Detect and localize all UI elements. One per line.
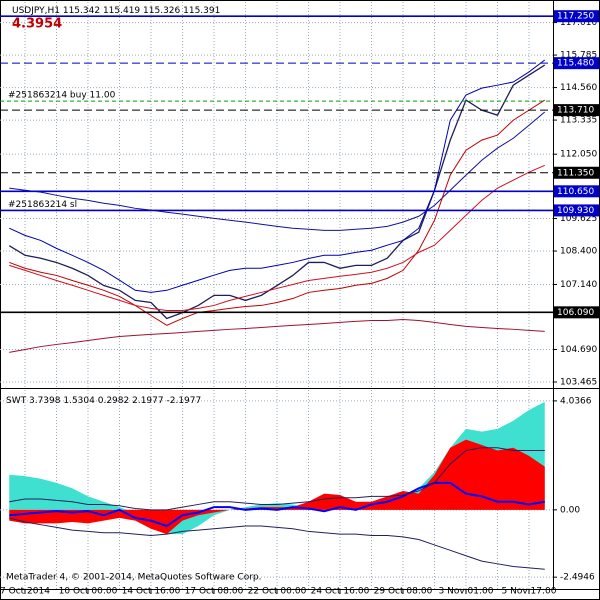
- y-tick-label: 107.140: [560, 280, 597, 290]
- level-label: 115.480: [557, 59, 594, 69]
- indicator-title: SWT 3.7398 1.5304 0.2982 2.1977 -2.1977: [6, 396, 201, 406]
- level-tag: [554, 57, 599, 70]
- x-tick-label: 10 Oct 00:00: [59, 587, 118, 597]
- level-label: 117.250: [557, 12, 594, 22]
- y-tick-label: 103.465: [560, 377, 597, 387]
- series-line: [9, 517, 545, 570]
- series-line: [9, 447, 545, 511]
- x-tick-label: 5 Nov 17:00: [502, 587, 557, 597]
- order-label: #251863214 buy 11.00: [8, 91, 116, 101]
- y-tick-label: 115.785: [560, 51, 597, 61]
- level-tag: [554, 204, 599, 217]
- series-line: [8, 64, 546, 320]
- series-line: [9, 481, 545, 528]
- header-value: 4.3954: [12, 17, 62, 32]
- y-tick-label: 109.625: [560, 214, 597, 224]
- indicator-text: SWT: [6, 396, 27, 406]
- header-text: 115.391: [183, 6, 220, 16]
- area: [9, 439, 545, 535]
- x-tick-label: 14 Oct 16:00: [122, 587, 181, 597]
- y-tick-label: 0.00: [560, 505, 580, 515]
- x-tick-label: 24 Oct 16:00: [311, 587, 370, 597]
- y-tick-label: 112.050: [560, 150, 597, 160]
- order-label: #251863214 sl: [8, 200, 77, 210]
- copyright: MetaTrader 4, © 2001-2014, MetaQuotes So…: [6, 573, 262, 583]
- header-text: 115.326: [143, 6, 180, 16]
- y-tick-label: 113.335: [560, 116, 597, 126]
- level-tag: [554, 10, 599, 23]
- header-text: 115.342: [63, 6, 100, 16]
- indicator-text: 2.1977: [132, 396, 164, 406]
- series-line: [9, 59, 546, 293]
- level-tag: [554, 166, 599, 179]
- level-tag: [554, 185, 599, 198]
- series-line: [9, 99, 546, 326]
- y-tick-label: -2.4946: [560, 573, 595, 583]
- x-tick-label: 17 Oct 08:00: [185, 587, 244, 597]
- y-tick-label: 108.400: [560, 247, 597, 257]
- level-tag: [554, 306, 599, 319]
- x-tick-label: 3 Nov 01:00: [439, 587, 494, 597]
- level-label: 109.930: [557, 206, 594, 216]
- x-tick-label: 7 Oct 2014: [0, 587, 50, 597]
- series-line: [9, 111, 546, 231]
- y-tick-label: 114.560: [560, 83, 597, 93]
- series-line: [9, 164, 545, 311]
- x-tick-label: 22 Oct 00:00: [248, 587, 307, 597]
- level-label: 113.710: [557, 106, 594, 116]
- series-line: [9, 318, 545, 353]
- level-tag: [554, 104, 599, 117]
- level-label: 106.090: [557, 308, 594, 318]
- y-tick-label: 104.690: [560, 345, 597, 355]
- indicator-text: 0.2982: [98, 396, 130, 406]
- indicator-text: -2.1977: [166, 396, 201, 406]
- indicator-text: 3.7398: [29, 396, 61, 406]
- y-tick-label: 117.010: [560, 18, 597, 28]
- level-label: 111.350: [557, 168, 594, 178]
- indicator-text: 1.5304: [63, 396, 95, 406]
- y-tick-label: 4.0366: [560, 396, 592, 406]
- header-text: USDJPY,H1: [12, 6, 60, 16]
- level-label: 110.650: [557, 187, 594, 197]
- symbol-header: USDJPY,H1 115.342 115.419 115.326 115.39…: [12, 6, 220, 16]
- x-tick-label: 29 Oct 08:00: [374, 587, 433, 597]
- header-text: 115.419: [103, 6, 140, 16]
